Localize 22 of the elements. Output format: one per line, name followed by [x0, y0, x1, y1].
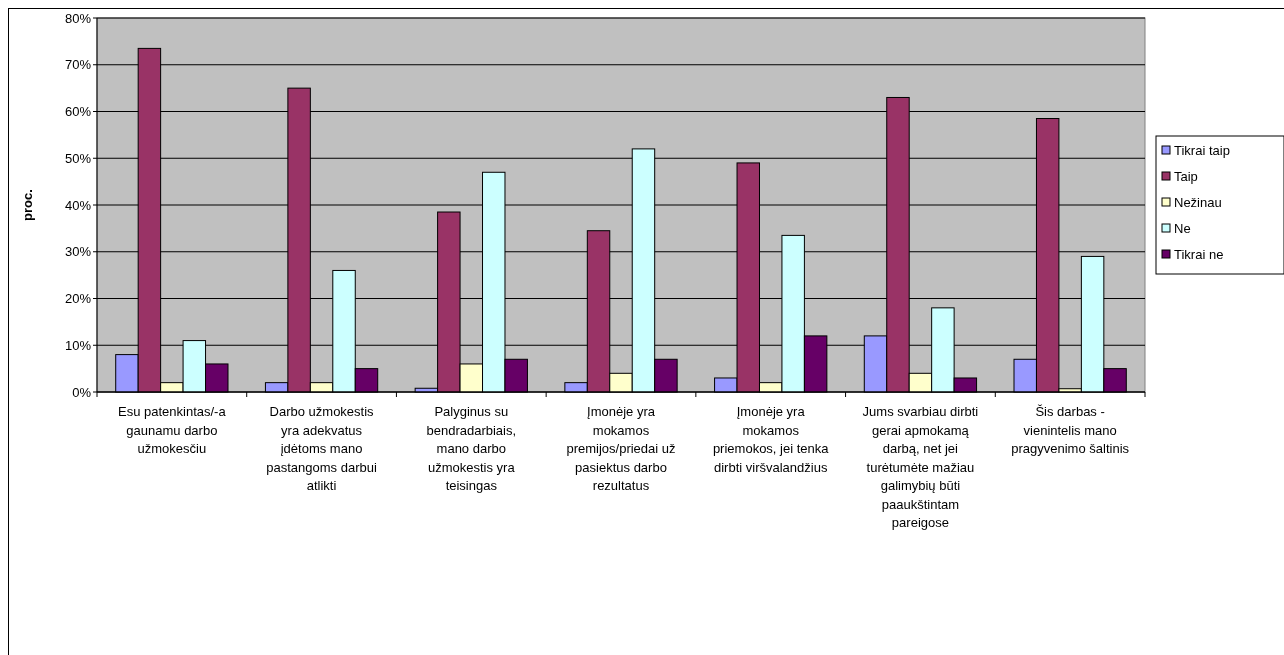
y-tick-label: 10%	[64, 337, 92, 353]
x-tick-label: Esu patenkintas/-a gaunamu darbo užmokesčiu	[118, 404, 227, 456]
y-tick-label: 40%	[64, 197, 92, 213]
x-tick-label: Palyginus su bendradarbiais, mano darbo užmokestis yra teisingas	[426, 404, 517, 493]
legend-label: Tikrai taip	[1174, 142, 1230, 158]
y-tick-label: 70%	[64, 57, 92, 73]
x-tick-label: Šis darbas - vienintelis mano pragyvenimo šaltinis	[1011, 404, 1130, 456]
y-tick-label: 80%	[64, 10, 92, 26]
x-tick-label: Darbo užmokestis yra adekvatus įdėtoms mano pastangoms darbui atlikti	[266, 404, 377, 493]
y-tick-label: 50%	[64, 150, 92, 166]
y-tick-label: 30%	[64, 244, 92, 260]
x-tick-label: Įmonėje yra mokamos premijos/priedai už pasiektus darbo rezultatus	[566, 404, 676, 493]
legend-label: Nežinau	[1174, 194, 1222, 210]
y-tick-label: 20%	[64, 291, 92, 307]
y-tick-label: 0%	[72, 384, 92, 400]
y-axis-title: proc.	[20, 189, 35, 221]
y-tick-label: 60%	[64, 104, 92, 120]
legend-label: Ne	[1174, 220, 1191, 236]
legend-label: Taip	[1174, 168, 1198, 184]
legend-label: Tikrai ne	[1174, 246, 1224, 262]
x-tick-label: Įmonėje yra mokamos priemokos, jei tenka dirbti viršvalandžius	[712, 404, 830, 475]
x-tick-label: Jums svarbiau dirbti gerai apmokamą darbą, net jei turėtumėte mažiau galimybių būti paaukštintam pareigose	[862, 404, 979, 530]
